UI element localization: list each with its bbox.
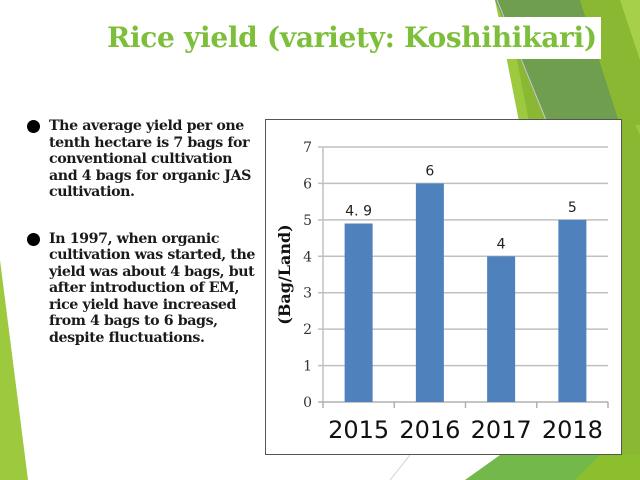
bullet-item: The average yield per one tenth hectare …	[26, 118, 258, 201]
y-tick-label: 6	[303, 176, 312, 192]
bullet-dot-icon	[27, 120, 40, 133]
bullet-dot-icon	[27, 232, 40, 246]
bar-2017	[487, 256, 516, 402]
bullet-list: The average yield per one tenth hectare …	[26, 118, 258, 346]
data-label: 4. 9	[345, 204, 372, 220]
bg-lime-strip	[620, 0, 640, 60]
bg-bottom-lime	[575, 455, 640, 480]
slide-title: Rice yield (variety: Koshihikari)	[103, 17, 601, 59]
y-tick-label: 0	[303, 395, 312, 411]
chart-canvas: 0 1 2 3 4 5 6 7 4. 9 2015 6 2016 4 2017 5 2018 (Bag/Land…	[275, 140, 609, 444]
x-tick-label: 2015	[328, 416, 389, 444]
bar-2016	[415, 183, 444, 402]
y-tick-label: 2	[303, 322, 312, 338]
bullet-item: In 1997, when organic cultivation was st…	[26, 231, 258, 347]
data-label: 4	[497, 236, 506, 252]
y-tick-label: 7	[303, 140, 312, 156]
bg-thin-line-bottom	[389, 454, 411, 480]
y-tick-label: 3	[303, 286, 312, 302]
bar-2018	[558, 219, 587, 402]
x-tick-label: 2017	[471, 416, 532, 444]
x-tick-label: 2018	[542, 416, 603, 444]
y-axis-label: (Bag/Land)	[275, 224, 294, 325]
bullet-text: The average yield per one tenth hectare …	[49, 118, 252, 200]
data-label: 6	[425, 163, 434, 179]
bar-chart: 0 1 2 3 4 5 6 7 4. 9 2015 6 2016 4 2017 5 2018 (Bag/Land…	[265, 119, 622, 455]
bullet-text: In 1997, when organic cultivation was st…	[49, 230, 255, 346]
bg-left-lime-wedge	[0, 260, 28, 480]
y-tick-label: 5	[303, 213, 312, 229]
data-label: 5	[568, 200, 577, 216]
bar-2015	[344, 223, 373, 402]
x-tick-label: 2016	[399, 416, 460, 444]
y-tick-label: 1	[303, 359, 312, 375]
y-tick-label: 4	[303, 249, 312, 265]
